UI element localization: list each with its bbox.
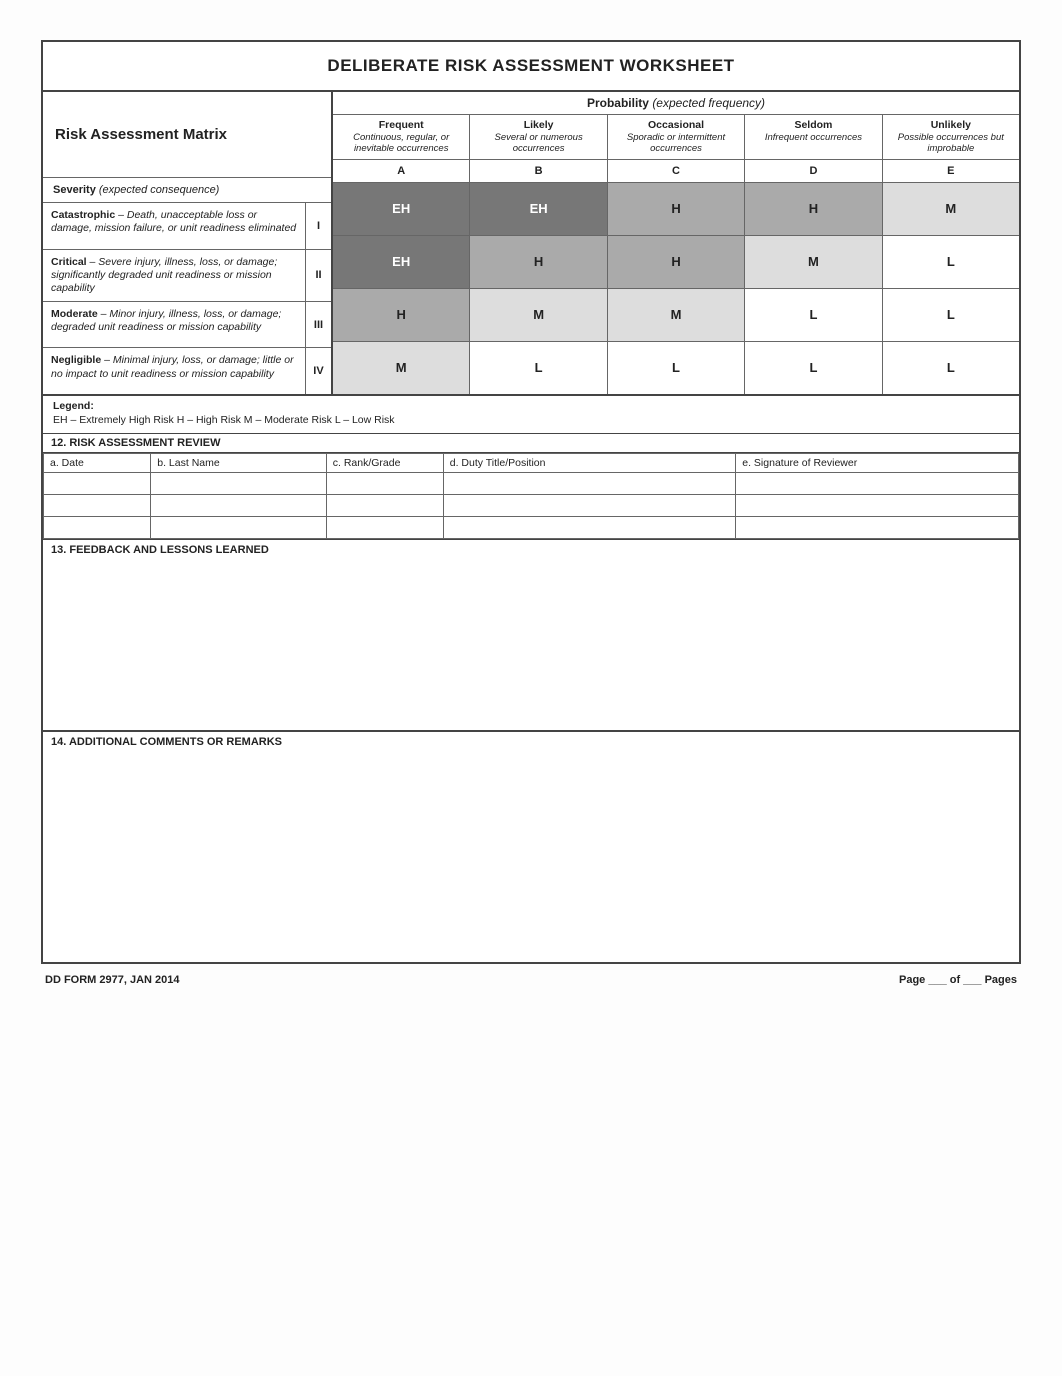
severity-desc: Catastrophic – Death, unacceptable loss … bbox=[43, 203, 305, 249]
form-footer: DD FORM 2977, JAN 2014 Page ___ of ___ P… bbox=[41, 968, 1021, 986]
table-row[interactable] bbox=[44, 517, 1019, 539]
risk-grid: EHEHHHMEHHHMLHMMLLMLLLL bbox=[333, 183, 1019, 394]
review-cell[interactable] bbox=[151, 517, 327, 539]
risk-row: HMMLL bbox=[333, 289, 1019, 342]
risk-cell: L bbox=[883, 289, 1019, 341]
probability-code: C bbox=[608, 160, 745, 182]
review-cell[interactable] bbox=[44, 495, 151, 517]
table-row[interactable] bbox=[44, 495, 1019, 517]
review-cell[interactable] bbox=[326, 517, 443, 539]
risk-row: EHEHHHM bbox=[333, 183, 1019, 236]
risk-cell: M bbox=[333, 342, 470, 394]
review-col-header: b. Last Name bbox=[151, 454, 327, 473]
review-cell[interactable] bbox=[443, 473, 736, 495]
probability-label: Probability bbox=[587, 96, 649, 110]
probability-code: A bbox=[333, 160, 470, 182]
risk-cell: H bbox=[470, 236, 607, 288]
severity-row: Catastrophic – Death, unacceptable loss … bbox=[43, 203, 331, 250]
review-cell[interactable] bbox=[44, 473, 151, 495]
risk-cell: L bbox=[745, 289, 882, 341]
probability-columns: FrequentContinuous, regular, or inevitab… bbox=[333, 115, 1019, 160]
risk-cell: L bbox=[883, 236, 1019, 288]
severity-code: III bbox=[305, 302, 331, 348]
risk-cell: EH bbox=[470, 183, 607, 235]
feedback-section: 13. FEEDBACK AND LESSONS LEARNED bbox=[43, 539, 1019, 730]
risk-cell: M bbox=[470, 289, 607, 341]
severity-desc: Negligible – Minimal injury, loss, or da… bbox=[43, 348, 305, 394]
remarks-area[interactable] bbox=[43, 752, 1019, 962]
probability-sub: (expected frequency) bbox=[652, 96, 765, 110]
severity-desc: Moderate – Minor injury, illness, loss, … bbox=[43, 302, 305, 348]
risk-cell: H bbox=[333, 289, 470, 341]
severity-row: Critical – Severe injury, illness, loss,… bbox=[43, 250, 331, 302]
probability-code: B bbox=[470, 160, 607, 182]
risk-cell: L bbox=[883, 342, 1019, 394]
review-col-header: a. Date bbox=[44, 454, 151, 473]
probability-column: FrequentContinuous, regular, or inevitab… bbox=[333, 115, 470, 159]
table-row[interactable] bbox=[44, 473, 1019, 495]
severity-header: Severity (expected consequence) bbox=[43, 178, 331, 203]
review-col-header: e. Signature of Reviewer bbox=[736, 454, 1019, 473]
probability-code: D bbox=[745, 160, 882, 182]
severity-code: II bbox=[305, 250, 331, 301]
footer-right: Page ___ of ___ Pages bbox=[899, 974, 1017, 986]
probability-header: Probability (expected frequency) bbox=[333, 92, 1019, 115]
review-cell[interactable] bbox=[151, 473, 327, 495]
severity-code: I bbox=[305, 203, 331, 249]
risk-matrix: Risk Assessment Matrix Severity (expecte… bbox=[43, 92, 1019, 396]
matrix-heading: Risk Assessment Matrix bbox=[43, 92, 331, 178]
severity-sub: (expected consequence) bbox=[99, 184, 219, 196]
remarks-title: 14. ADDITIONAL COMMENTS OR REMARKS bbox=[43, 732, 1019, 752]
review-col-header: d. Duty Title/Position bbox=[443, 454, 736, 473]
legend-line: EH – Extremely High Risk H – High Risk M… bbox=[53, 414, 395, 426]
severity-row: Negligible – Minimal injury, loss, or da… bbox=[43, 348, 331, 394]
legend: Legend: EH – Extremely High Risk H – Hig… bbox=[43, 396, 1019, 434]
worksheet: DELIBERATE RISK ASSESSMENT WORKSHEET Ris… bbox=[41, 40, 1021, 964]
risk-cell: H bbox=[608, 236, 745, 288]
severity-label: Severity bbox=[53, 184, 96, 196]
risk-cell: EH bbox=[333, 183, 470, 235]
feedback-title: 13. FEEDBACK AND LESSONS LEARNED bbox=[43, 540, 1019, 560]
probability-column: UnlikelyPossible occurrences but improba… bbox=[883, 115, 1019, 159]
probability-column: SeldomInfrequent occurrences bbox=[745, 115, 882, 159]
risk-cell: M bbox=[745, 236, 882, 288]
risk-cell: H bbox=[745, 183, 882, 235]
form-title: DELIBERATE RISK ASSESSMENT WORKSHEET bbox=[43, 42, 1019, 92]
matrix-probability-panel: Probability (expected frequency) Frequen… bbox=[333, 92, 1019, 394]
review-cell[interactable] bbox=[44, 517, 151, 539]
review-cell[interactable] bbox=[736, 517, 1019, 539]
remarks-section: 14. ADDITIONAL COMMENTS OR REMARKS bbox=[43, 730, 1019, 962]
review-col-header: c. Rank/Grade bbox=[326, 454, 443, 473]
review-cell[interactable] bbox=[736, 495, 1019, 517]
risk-cell: L bbox=[470, 342, 607, 394]
risk-cell: M bbox=[883, 183, 1019, 235]
review-cell[interactable] bbox=[443, 495, 736, 517]
severity-desc: Critical – Severe injury, illness, loss,… bbox=[43, 250, 305, 301]
probability-codes-row: ABCDE bbox=[333, 160, 1019, 183]
risk-row: EHHHML bbox=[333, 236, 1019, 289]
matrix-severity-panel: Risk Assessment Matrix Severity (expecte… bbox=[43, 92, 333, 394]
review-cell[interactable] bbox=[443, 517, 736, 539]
severity-row: Moderate – Minor injury, illness, loss, … bbox=[43, 302, 331, 349]
review-table: a. Dateb. Last Namec. Rank/Graded. Duty … bbox=[43, 453, 1019, 539]
review-cell[interactable] bbox=[736, 473, 1019, 495]
review-cell[interactable] bbox=[151, 495, 327, 517]
probability-column: OccasionalSporadic or intermittent occur… bbox=[608, 115, 745, 159]
probability-column: LikelySeveral or numerous occurrences bbox=[470, 115, 607, 159]
feedback-area[interactable] bbox=[43, 560, 1019, 730]
risk-row: MLLLL bbox=[333, 342, 1019, 394]
review-cell[interactable] bbox=[326, 473, 443, 495]
review-cell[interactable] bbox=[326, 495, 443, 517]
risk-cell: L bbox=[608, 342, 745, 394]
probability-code: E bbox=[883, 160, 1019, 182]
risk-cell: M bbox=[608, 289, 745, 341]
legend-header: Legend: bbox=[53, 400, 94, 412]
footer-left: DD FORM 2977, JAN 2014 bbox=[45, 974, 180, 986]
risk-cell: L bbox=[745, 342, 882, 394]
review-section-title: 12. RISK ASSESSMENT REVIEW bbox=[43, 434, 1019, 453]
severity-code: IV bbox=[305, 348, 331, 394]
risk-cell: H bbox=[608, 183, 745, 235]
risk-cell: EH bbox=[333, 236, 470, 288]
